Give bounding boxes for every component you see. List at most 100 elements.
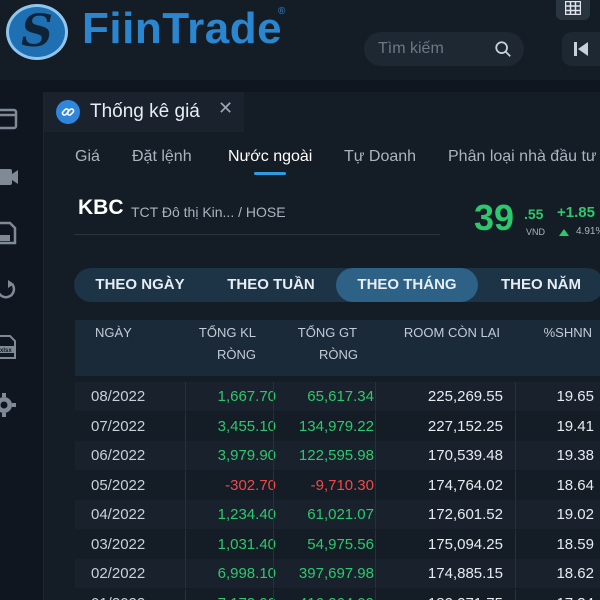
period-theo-thang[interactable]: THEO THÁNG (336, 268, 478, 302)
table-header: NGÀY TỔNG KL RÒNG TỔNG GT RÒNG ROOM CÒN … (75, 320, 600, 376)
svg-text:xlsx: xlsx (0, 348, 12, 354)
header-gt-line2: RÒNG (319, 347, 358, 362)
column-separator (273, 382, 274, 411)
column-separator (273, 500, 274, 529)
stock-price-decimal: .55 (524, 206, 544, 222)
column-separator (185, 500, 186, 529)
column-separator (375, 529, 376, 559)
search-icon[interactable] (494, 40, 512, 58)
price-change-percent: 4.91% (576, 226, 600, 237)
header-room: ROOM CÒN LẠI (403, 325, 500, 340)
panel-tab[interactable]: Thống kê giá ✕ (44, 92, 244, 132)
close-icon[interactable]: ✕ (218, 98, 234, 118)
cell-foreign-ownership: 19.65 (556, 388, 594, 405)
tab-tu-doanh[interactable]: Tự Doanh (344, 148, 417, 165)
column-separator (515, 441, 516, 470)
divider (74, 234, 440, 235)
logo-emblem: S (6, 4, 68, 60)
column-separator (375, 559, 376, 588)
table-row[interactable]: 08/2022 1,667.70 65,617.34 225,269.55 19.65 (75, 382, 600, 411)
cell-foreign-ownership: 18.59 (556, 535, 594, 553)
save-icon[interactable] (0, 220, 22, 246)
period-theo-nam[interactable]: THEO NĂM (501, 276, 581, 293)
table-row[interactable]: 02/2022 6,998.10 397,697.98 174,885.15 18.62 (75, 559, 600, 588)
column-separator (515, 529, 516, 559)
currency-label: VND (526, 227, 546, 237)
cell-room-remaining: 172,601.52 (427, 506, 503, 523)
column-separator (185, 588, 186, 600)
cell-net-value: 65,617.34 (307, 388, 374, 405)
stock-price: 39 (474, 197, 515, 238)
period-selector: THEO NGÀY THEO TUẦN THEO THÁNG THEO NĂM (74, 268, 600, 302)
cell-date: 02/2022 (91, 565, 146, 582)
tab-phan-loai-nha-dau-tu[interactable]: Phân loại nhà đầu tư (448, 148, 597, 165)
cell-date: 08/2022 (91, 388, 146, 405)
tab-gia[interactable]: Giá (75, 148, 100, 165)
logo-text: FiinTrade (82, 4, 283, 53)
search-input[interactable]: Tìm kiếm (364, 32, 524, 66)
column-separator (273, 588, 274, 600)
cell-net-volume: 7,172.90 (218, 589, 276, 600)
app-header: S FiinTrade ® Tìm kiếm (0, 0, 600, 80)
skip-back-button[interactable] (562, 32, 600, 66)
period-theo-tuan[interactable]: THEO TUẦN (227, 276, 315, 293)
cell-foreign-ownership: 19.41 (556, 417, 594, 435)
cell-net-value: 416,264.09 (299, 589, 374, 600)
cell-date: 03/2022 (91, 535, 146, 553)
table-row[interactable]: 04/2022 1,234.40 61,021.07 172,601.52 19.02 (75, 500, 600, 529)
column-separator (515, 411, 516, 441)
table-row[interactable]: 01/2022 7,172.90 416,264.09 182,271.75 17.34 (75, 588, 600, 600)
cell-net-value: 397,697.98 (298, 565, 374, 582)
up-arrow-icon (559, 229, 569, 236)
cell-date: 04/2022 (91, 506, 146, 523)
cell-room-remaining: 174,764.02 (427, 476, 503, 494)
header-gt-line1: TỔNG GT (297, 325, 357, 340)
column-separator (375, 382, 376, 411)
xlsx-file-icon[interactable]: xlsx (0, 334, 22, 360)
cell-net-value: 134,979.22 (298, 417, 374, 435)
registered-mark: ® (278, 6, 286, 17)
tab-nuoc-ngoai[interactable]: Nước ngoài (228, 148, 313, 165)
column-separator (273, 470, 274, 500)
column-separator (375, 470, 376, 500)
header-kl-line2: RÒNG (217, 347, 256, 362)
panel-title: Thống kê giá (90, 101, 200, 122)
table-row[interactable]: 03/2022 1,031.40 54,975.56 175,094.25 18.59 (75, 529, 600, 559)
price-statistics-panel: Thống kê giá ✕ Giá Đặt lệnh Nước ngoài T… (44, 92, 600, 600)
grid-icon (565, 1, 581, 15)
column-separator (515, 470, 516, 500)
header-date: NGÀY (95, 325, 132, 340)
cell-net-volume: 1,031.40 (217, 535, 276, 553)
video-icon[interactable] (0, 164, 22, 190)
company-name: TCT Đô thị Kin... / HOSE (131, 204, 286, 220)
table-row[interactable]: 06/2022 3,979.90 122,595.98 170,539.48 19.38 (75, 441, 600, 470)
column-separator (185, 470, 186, 500)
table-row[interactable]: 07/2022 3,455.10 134,979.22 227,152.25 19.41 (75, 411, 600, 441)
grid-button[interactable] (556, 0, 590, 20)
cell-room-remaining: 227,152.25 (427, 417, 503, 435)
window-icon[interactable] (0, 106, 22, 132)
column-separator (185, 441, 186, 470)
left-rail: xlsx (0, 92, 44, 600)
column-separator (515, 382, 516, 411)
cell-net-volume: -302.70 (225, 476, 276, 494)
cell-room-remaining: 225,269.55 (427, 388, 503, 405)
tab-dat-lenh[interactable]: Đặt lệnh (132, 148, 192, 165)
cell-net-volume: 3,979.90 (217, 447, 276, 464)
column-separator (185, 411, 186, 441)
cell-net-value: 122,595.98 (298, 447, 374, 464)
cell-date: 07/2022 (91, 417, 146, 435)
column-separator (273, 559, 274, 588)
cell-foreign-ownership: 18.64 (556, 476, 594, 494)
price-change: +1.85 (557, 204, 595, 221)
cell-net-volume: 1,234.40 (217, 506, 276, 523)
cell-net-value: 54,975.56 (307, 535, 374, 553)
refresh-icon[interactable] (0, 278, 22, 304)
table-row[interactable]: 05/2022 -302.70 -9,710.30 174,764.02 18.64 (75, 470, 600, 500)
stock-ticker: KBC (78, 196, 124, 219)
column-separator (375, 441, 376, 470)
column-separator (185, 559, 186, 588)
period-theo-ngay[interactable]: THEO NGÀY (95, 276, 185, 293)
column-separator (515, 588, 516, 600)
gear-icon[interactable] (0, 392, 22, 418)
